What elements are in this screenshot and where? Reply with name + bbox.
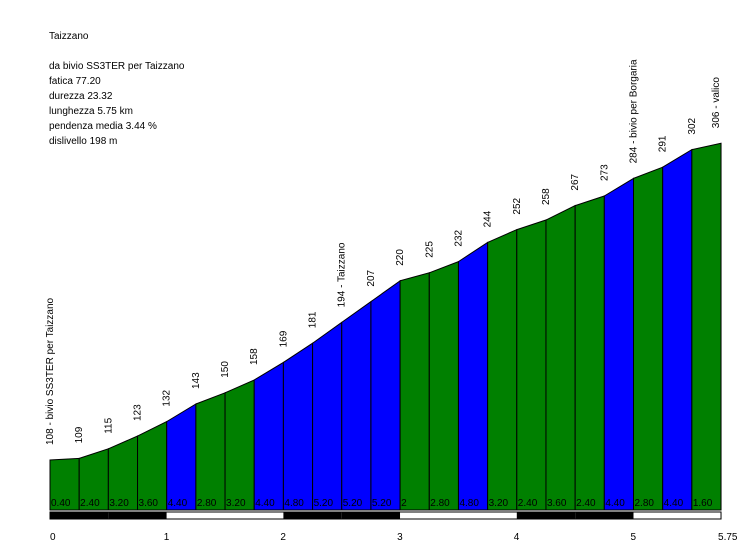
x-tick-label: 3 (397, 532, 403, 543)
grade-label: 4.40 (605, 498, 625, 509)
scale-block (166, 512, 226, 519)
x-tick-label: 5.75 (718, 532, 738, 543)
profile-segment (428, 260, 459, 511)
scale-block (458, 512, 517, 519)
grade-label: 4.40 (255, 498, 275, 509)
grade-label: 2.40 (80, 498, 100, 509)
profile-segment (195, 392, 226, 511)
grade-label: 2.80 (430, 498, 450, 509)
profile-segment (137, 420, 168, 511)
scale-block (575, 512, 634, 519)
altitude-label: 194 - Taizzano (337, 242, 348, 307)
altitude-label: 273 (599, 164, 610, 181)
scale-block (516, 512, 576, 519)
info-lunghezza: lunghezza 5.75 km (49, 106, 133, 117)
grade-label: 2 (401, 498, 407, 509)
grade-label: 2.40 (576, 498, 596, 509)
profile-segment (253, 361, 284, 511)
grade-label: 4.40 (168, 498, 188, 509)
grade-label: 3.20 (489, 498, 509, 509)
altitude-label: 232 (453, 229, 464, 246)
scale-block (283, 512, 342, 519)
altitude-label: 252 (512, 197, 523, 214)
grade-label: 3.20 (109, 498, 129, 509)
scale-bar-frame (49, 511, 722, 520)
scale-block (633, 512, 692, 519)
profile-segment (224, 379, 255, 511)
x-tick-label: 1 (164, 532, 170, 543)
altitude-label: 158 (249, 348, 260, 365)
grade-label: 5.20 (314, 498, 334, 509)
grade-label: 0.40 (51, 498, 71, 509)
profile-segment (457, 241, 489, 511)
profile-segment (691, 142, 722, 511)
profile-segment (312, 321, 343, 511)
altitude-label: 115 (103, 417, 114, 433)
grade-label: 5.20 (372, 498, 392, 509)
info-durezza: durezza 23.32 (49, 91, 113, 102)
profile-segment (662, 148, 693, 511)
altitude-label: 302 (687, 117, 698, 134)
scale-block (400, 512, 459, 519)
x-tick-label: 4 (514, 532, 520, 543)
info-start: da bivio SS3TER per Taizzano (49, 61, 185, 72)
scale-block (341, 512, 401, 519)
scale-block (108, 512, 167, 519)
grade-label: 4.40 (664, 498, 684, 509)
grade-label: 2.40 (518, 498, 538, 509)
grade-label: 2.80 (197, 498, 217, 509)
info-dislivello: dislivello 198 m (49, 136, 118, 147)
altitude-label: 291 (658, 135, 669, 152)
x-tick-label: 2 (280, 532, 286, 543)
scale-block (225, 512, 284, 519)
altitude-label: 108 - bivio SS3TER per Taizzano (45, 297, 56, 445)
scale-block (50, 512, 109, 519)
altitude-label: 150 (220, 361, 231, 378)
grade-label: 5.20 (343, 498, 363, 509)
altitude-label: 225 (424, 241, 435, 258)
profile-segment (399, 272, 430, 511)
altitude-label: 143 (191, 372, 202, 389)
grade-label: 1.60 (693, 498, 713, 509)
x-tick-label: 0 (50, 532, 56, 543)
x-tick-label: 5 (631, 532, 637, 543)
profile-segment (603, 177, 634, 511)
altitude-label: 284 - bivio per Borgaria (629, 59, 640, 163)
grade-label: 4.80 (459, 498, 479, 509)
chart-title: Taizzano (49, 31, 89, 42)
altitude-label: 207 (366, 269, 377, 286)
info-pendenza: pendenza media 3.44 % (49, 121, 157, 132)
profile-segment (341, 300, 372, 511)
profile-segment (282, 342, 314, 511)
profile-segment (516, 219, 547, 511)
grade-label: 4.80 (284, 498, 304, 509)
altitude-label: 267 (570, 173, 581, 190)
altitude-label: 220 (395, 249, 406, 266)
profile-segment (166, 403, 197, 511)
altitude-label: 169 (278, 330, 289, 347)
info-fatica: fatica 77.20 (49, 76, 101, 87)
altitude-label: 258 (541, 188, 552, 205)
altitude-label: 244 (483, 210, 494, 227)
grade-label: 3.60 (547, 498, 567, 509)
profile-segment (545, 204, 576, 511)
altitude-label: 306 - valico (711, 77, 722, 129)
grade-label: 3.20 (226, 498, 246, 509)
altitude-label: 132 (162, 389, 173, 406)
profile-segment (633, 166, 664, 511)
altitude-label: 181 (308, 311, 319, 328)
profile-segment (370, 279, 401, 511)
profile-segment (487, 228, 518, 511)
scale-block (691, 512, 722, 519)
grade-label: 3.60 (139, 498, 159, 509)
altitude-label: 123 (133, 404, 144, 421)
grade-label: 2.80 (635, 498, 655, 509)
profile-segment (574, 195, 605, 511)
altitude-label: 109 (74, 426, 85, 443)
